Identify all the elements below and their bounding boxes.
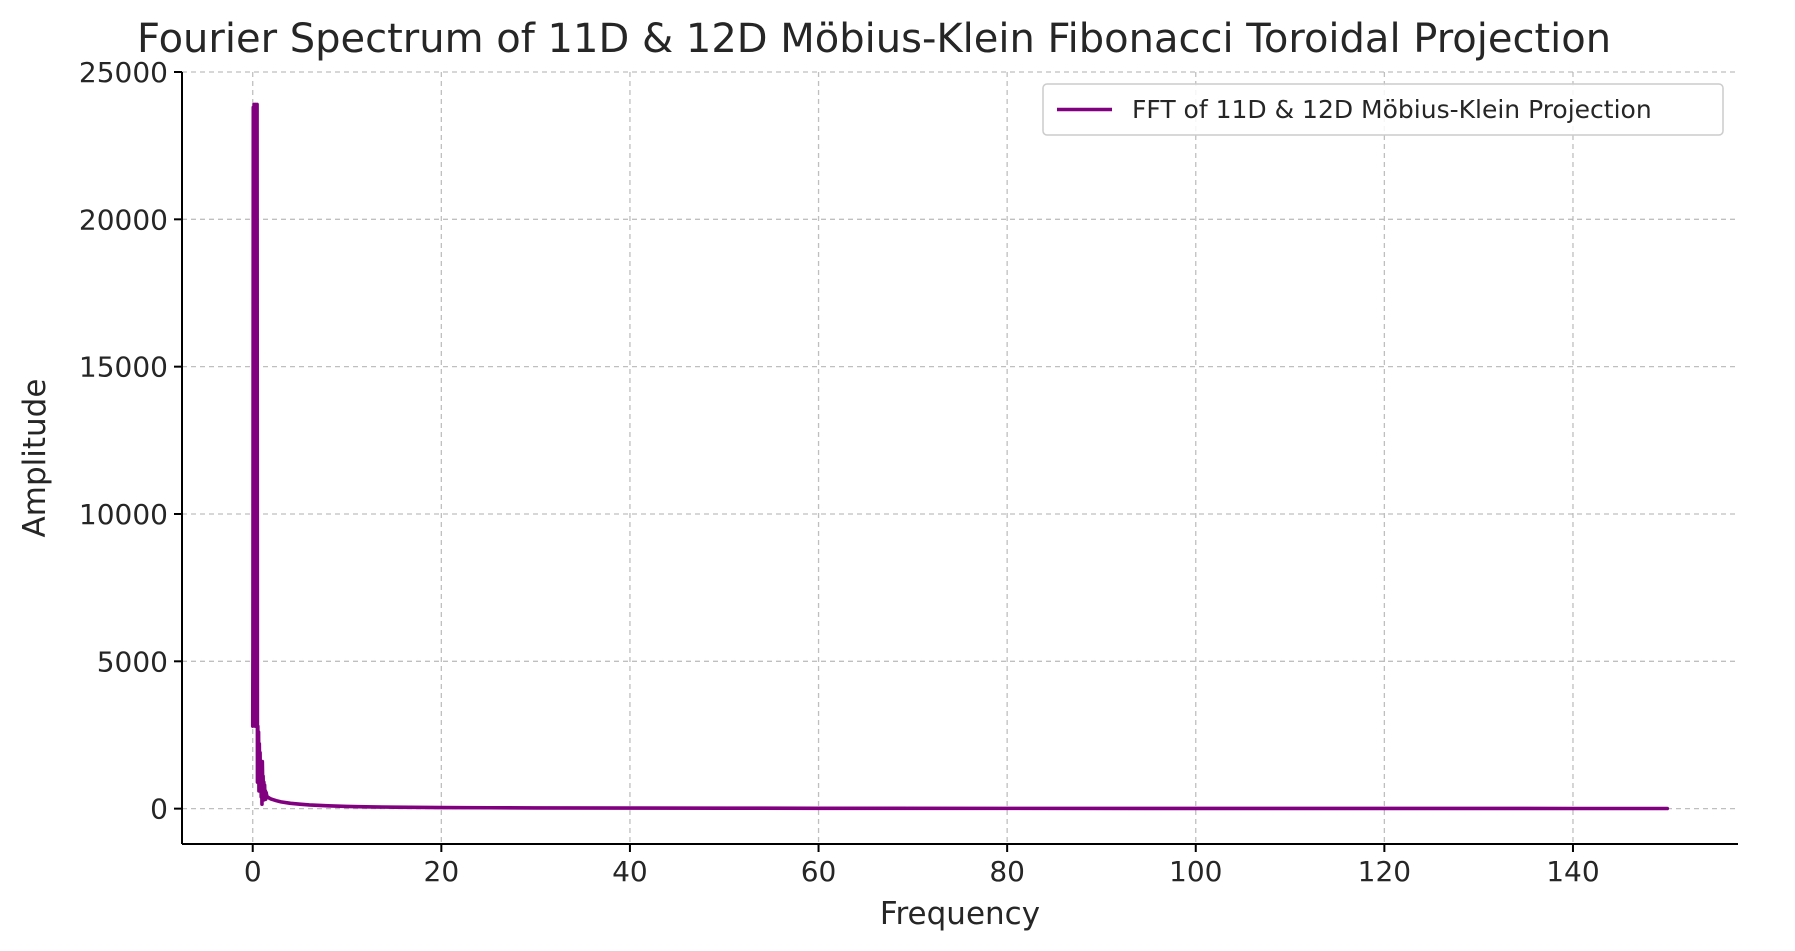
x-tick-label: 100: [1169, 855, 1222, 888]
y-tick-label: 25000: [79, 56, 168, 89]
series-layer: [250, 102, 1670, 811]
x-tick-label: 40: [612, 855, 648, 888]
x-tick-label: 80: [989, 855, 1025, 888]
axis-layer: [181, 72, 1738, 845]
y-tick-label: 20000: [79, 203, 168, 236]
y-tick-label: 0: [150, 793, 168, 826]
x-tick-label: 20: [424, 855, 460, 888]
x-axis-label: Frequency: [880, 896, 1040, 932]
x-tick-label: 0: [244, 855, 262, 888]
y-tick-label: 15000: [79, 351, 168, 384]
x-tick-label: 60: [801, 855, 837, 888]
chart-title: Fourier Spectrum of 11D & 12D Möbius-Kle…: [137, 16, 1611, 62]
x-tick-label: 120: [1358, 855, 1411, 888]
legend-label: FFT of 11D & 12D Möbius-Klein Projection: [1132, 95, 1652, 124]
y-tick-label: 5000: [97, 645, 168, 678]
grid-layer: [182, 71, 1738, 844]
series-line: [250, 102, 1670, 811]
y-tick-label: 10000: [79, 498, 168, 531]
legend: FFT of 11D & 12D Möbius-Klein Projection: [1042, 83, 1724, 136]
tick-layer: 0 20 40 60 80 100 120 140 0 5000 10000 15000 20000 25…: [79, 56, 1600, 888]
legend-box: [1042, 83, 1724, 136]
y-axis-label: Amplitude: [17, 379, 53, 538]
x-tick-label: 140: [1546, 855, 1599, 888]
